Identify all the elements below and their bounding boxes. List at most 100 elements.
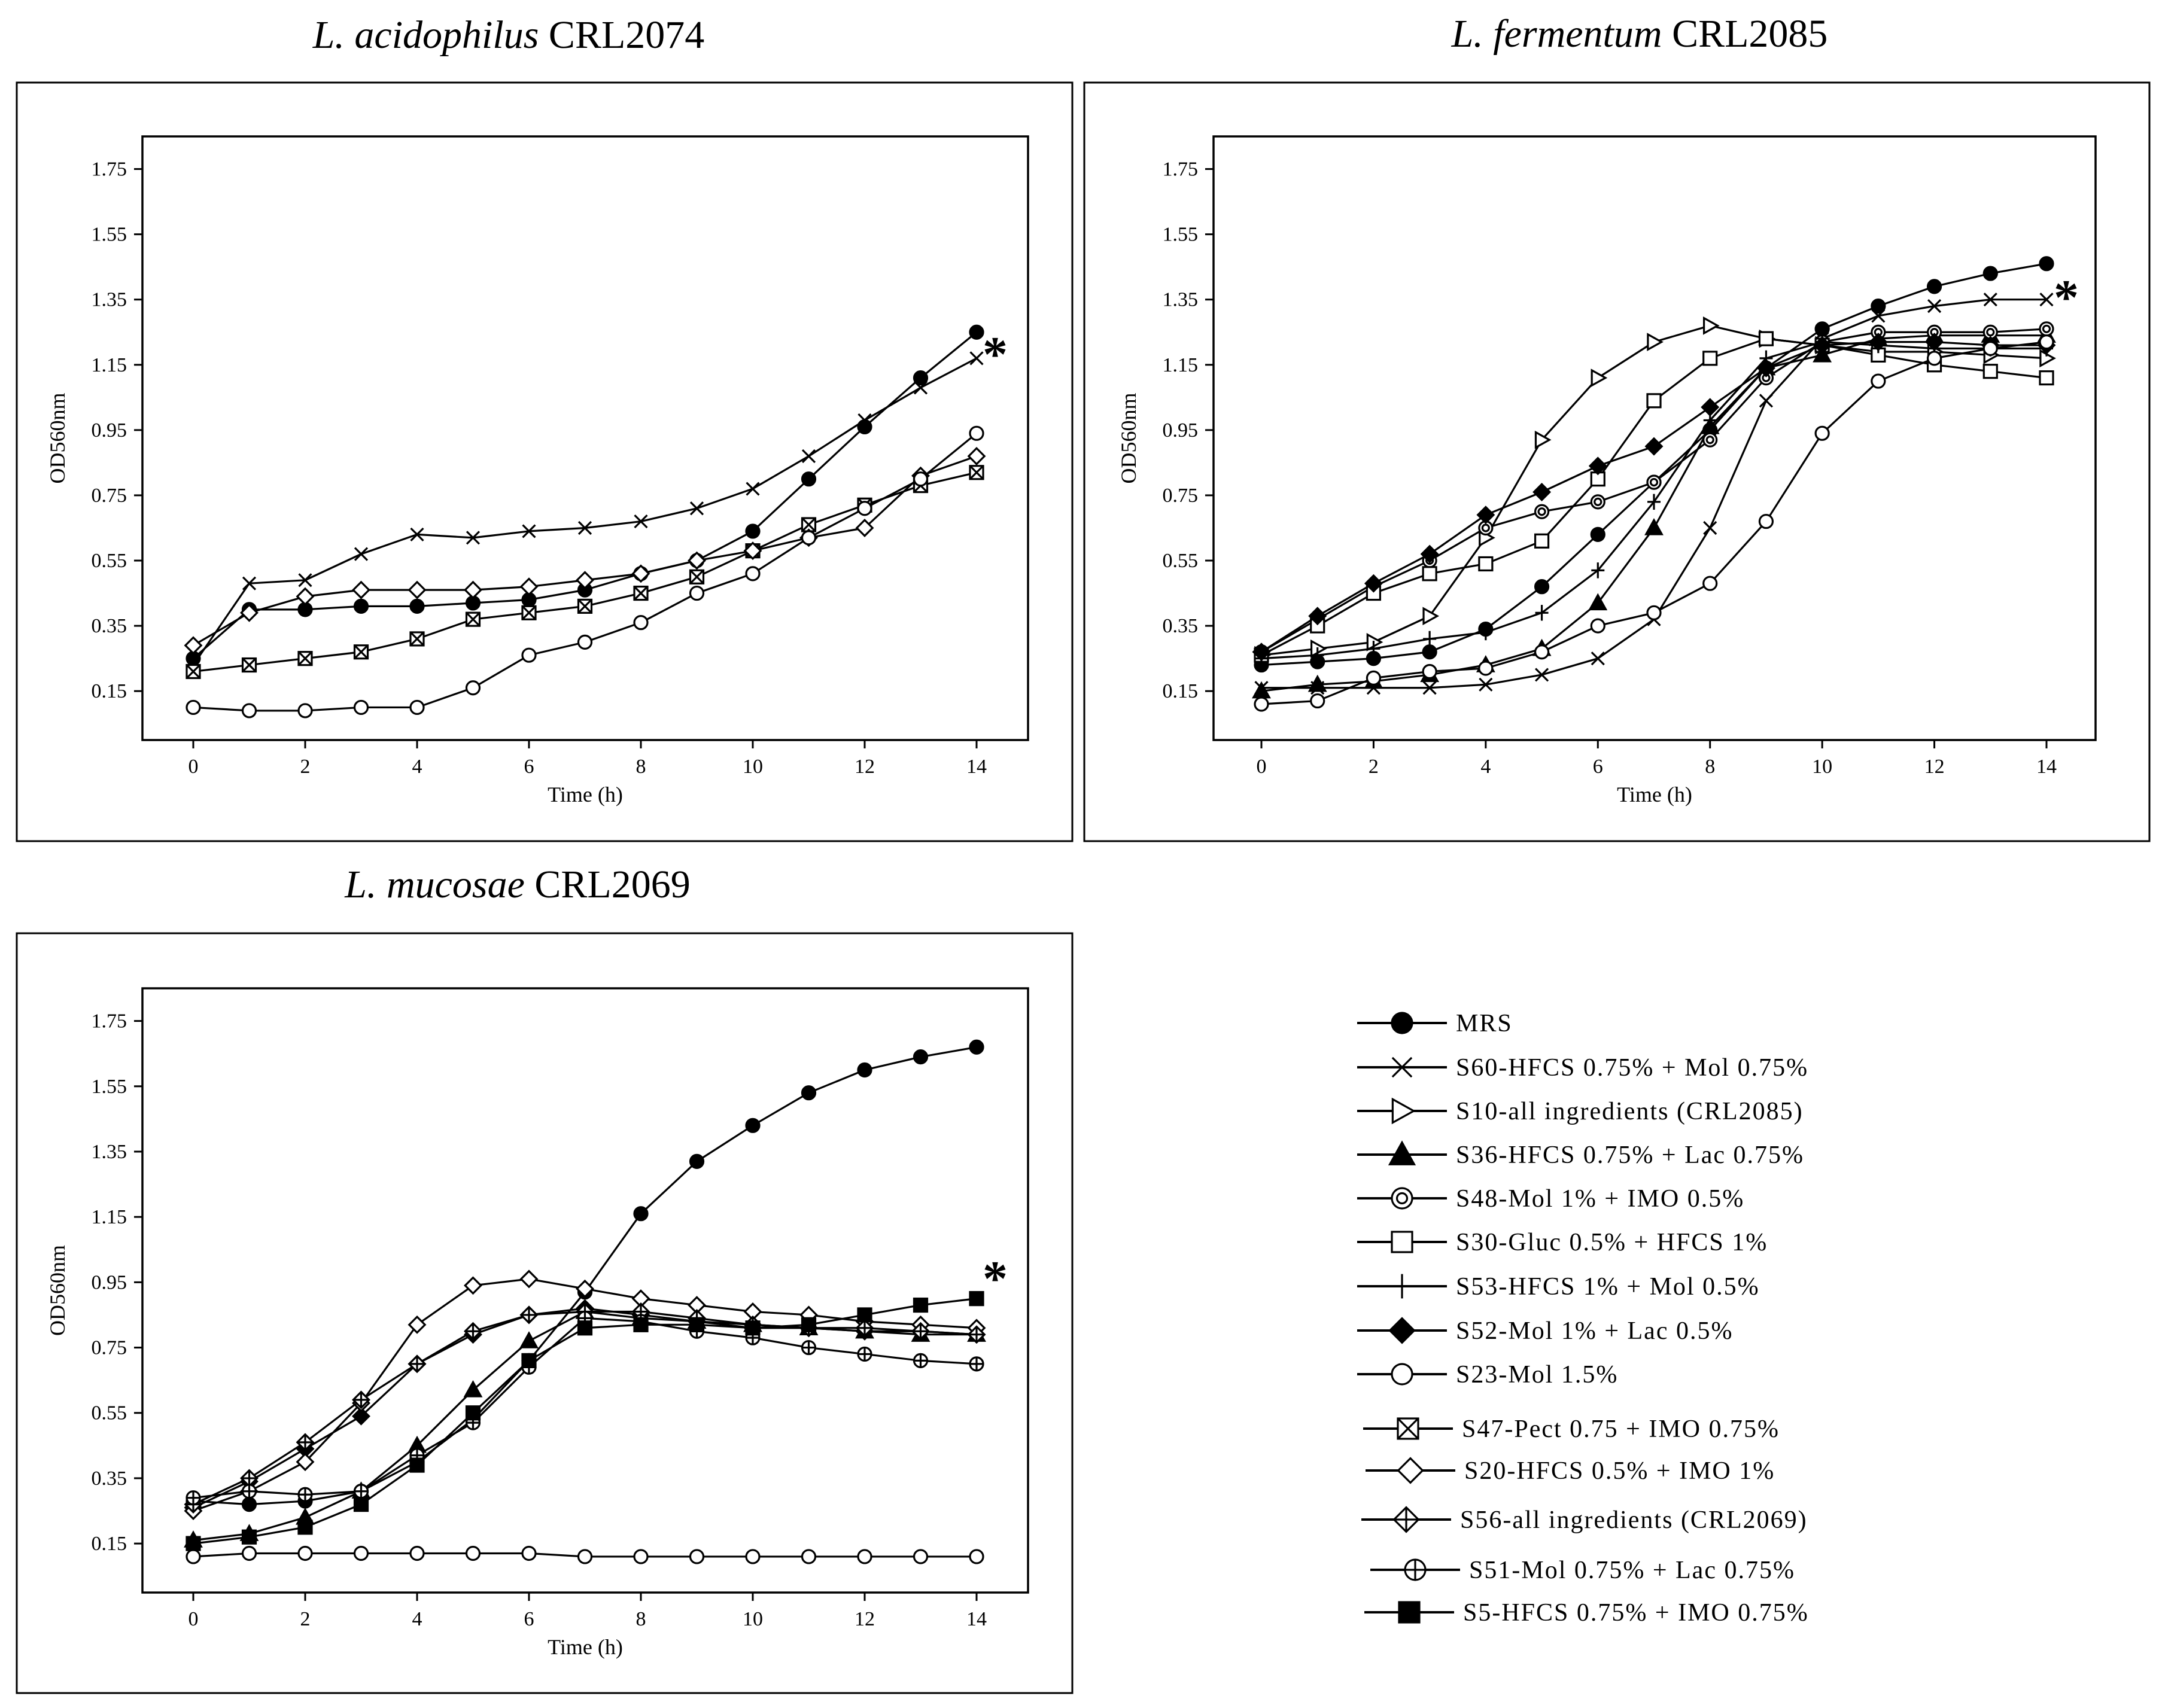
data-point <box>465 680 481 696</box>
data-point <box>913 1049 929 1065</box>
y-tick-label: 1.15 <box>1163 354 1199 376</box>
data-point <box>577 1549 593 1564</box>
data-point <box>801 1317 817 1332</box>
data-point <box>857 1062 872 1078</box>
data-point <box>410 527 424 541</box>
y-tick-label: 1.15 <box>92 354 127 376</box>
data-point <box>1423 631 1437 647</box>
data-point <box>1590 618 1605 634</box>
data-point <box>353 1484 369 1499</box>
y-tick-label: 0.15 <box>1163 680 1199 702</box>
legend-label: S60-HFCS 0.75% + Mol 0.75% <box>1456 1054 1808 1082</box>
data-point <box>241 657 257 673</box>
legend-marker <box>1391 1012 1413 1034</box>
data-point <box>1534 668 1549 682</box>
y-tick-label: 0.95 <box>92 1271 127 1293</box>
data-point <box>297 1520 313 1535</box>
legend-label: S56-all ingredients (CRL2069) <box>1460 1506 1808 1534</box>
data-point <box>2039 256 2054 272</box>
data-point <box>1252 643 1271 662</box>
data-point <box>464 580 482 599</box>
data-point <box>1926 351 1942 366</box>
data-point <box>519 1331 539 1348</box>
data-point <box>913 1353 929 1368</box>
y-tick-label: 0.95 <box>1163 419 1199 442</box>
data-point <box>2039 370 2054 386</box>
plot-area-frame <box>141 987 1029 1594</box>
data-point <box>1534 430 1552 449</box>
data-point <box>913 1549 929 1564</box>
y-tick-label: 1.35 <box>1163 289 1199 311</box>
data-point <box>689 585 705 601</box>
y-tick-label: 1.55 <box>92 224 127 246</box>
data-point <box>1420 544 1439 564</box>
data-point <box>1307 674 1327 692</box>
data-point <box>633 615 649 631</box>
x-tick-label: 10 <box>743 756 763 778</box>
series-mrs <box>186 324 984 666</box>
data-point <box>1982 340 1998 357</box>
data-point <box>1871 373 1886 389</box>
data-point <box>1422 681 1437 695</box>
data-point <box>801 449 816 464</box>
data-point <box>186 1549 201 1564</box>
data-point <box>1308 607 1327 626</box>
data-point <box>241 703 257 718</box>
significance-asterisk: * <box>2054 270 2079 325</box>
legend-entry: S36-HFCS 0.75% + Lac 0.75% <box>1357 1140 1804 1169</box>
data-point <box>296 1433 315 1452</box>
data-point <box>242 576 257 590</box>
legend-marker <box>1388 1317 1416 1344</box>
data-point <box>297 1545 313 1561</box>
x-tick-label: 14 <box>966 1608 987 1630</box>
legend-entry: S60-HFCS 0.75% + Mol 0.75% <box>1357 1054 1808 1082</box>
x-tick-label: 8 <box>636 756 646 778</box>
legend-marker <box>1391 1187 1413 1210</box>
legend-entry: S10-all ingredients (CRL2085) <box>1357 1097 1802 1125</box>
series-s20 <box>184 447 986 655</box>
panel-frame-mucosae <box>16 932 1074 1694</box>
data-point <box>801 1339 817 1356</box>
y-tick-label: 0.55 <box>92 550 127 572</box>
data-point <box>913 1297 929 1313</box>
data-point <box>1591 651 1605 666</box>
series-line <box>1261 263 2047 666</box>
data-point <box>1925 333 1944 352</box>
data-point <box>969 351 984 366</box>
data-point <box>745 523 761 539</box>
data-point <box>2039 334 2054 350</box>
legend-label: S20-HFCS 0.5% + IMO 1% <box>1464 1457 1775 1485</box>
legend-marker <box>1392 1506 1420 1533</box>
data-point <box>633 585 649 601</box>
data-point <box>746 482 760 496</box>
data-point <box>634 514 648 529</box>
legend-marker <box>1397 1457 1424 1484</box>
legend-label: S36-HFCS 0.75% + Lac 0.75% <box>1456 1141 1804 1169</box>
data-point <box>521 1545 537 1561</box>
data-point <box>1702 351 1718 366</box>
series-s52 <box>1252 333 2056 662</box>
data-point <box>576 571 594 590</box>
series-s23 <box>186 1545 984 1564</box>
data-point <box>969 425 984 441</box>
data-point <box>1871 299 1886 314</box>
legend-marker <box>1391 1097 1416 1125</box>
y-tick-label: 1.35 <box>92 1141 127 1163</box>
data-point <box>969 1291 984 1307</box>
legend-entry: S48-Mol 1% + IMO 0.5% <box>1357 1185 1743 1213</box>
y-tick-label: 1.75 <box>92 1010 127 1033</box>
data-point <box>297 651 313 666</box>
data-point <box>801 1549 817 1564</box>
data-point <box>913 370 929 386</box>
legend-label: S23-Mol 1.5% <box>1456 1361 1618 1389</box>
x-tick-label: 6 <box>524 756 534 778</box>
significance-asterisk: * <box>983 327 1008 382</box>
data-point <box>1927 299 1942 313</box>
data-point <box>521 647 537 663</box>
y-axis-label: OD560nm <box>45 393 69 484</box>
plot-fermentum: 0.15 0.35 0.55 0.75 0.95 1.15 1.35 1.55 1.75 0 2 4 6… <box>1117 135 2097 806</box>
data-point <box>408 1315 427 1334</box>
x-tick-label: 4 <box>412 756 422 778</box>
legend-marker <box>1397 1417 1419 1440</box>
data-point <box>1534 579 1550 595</box>
